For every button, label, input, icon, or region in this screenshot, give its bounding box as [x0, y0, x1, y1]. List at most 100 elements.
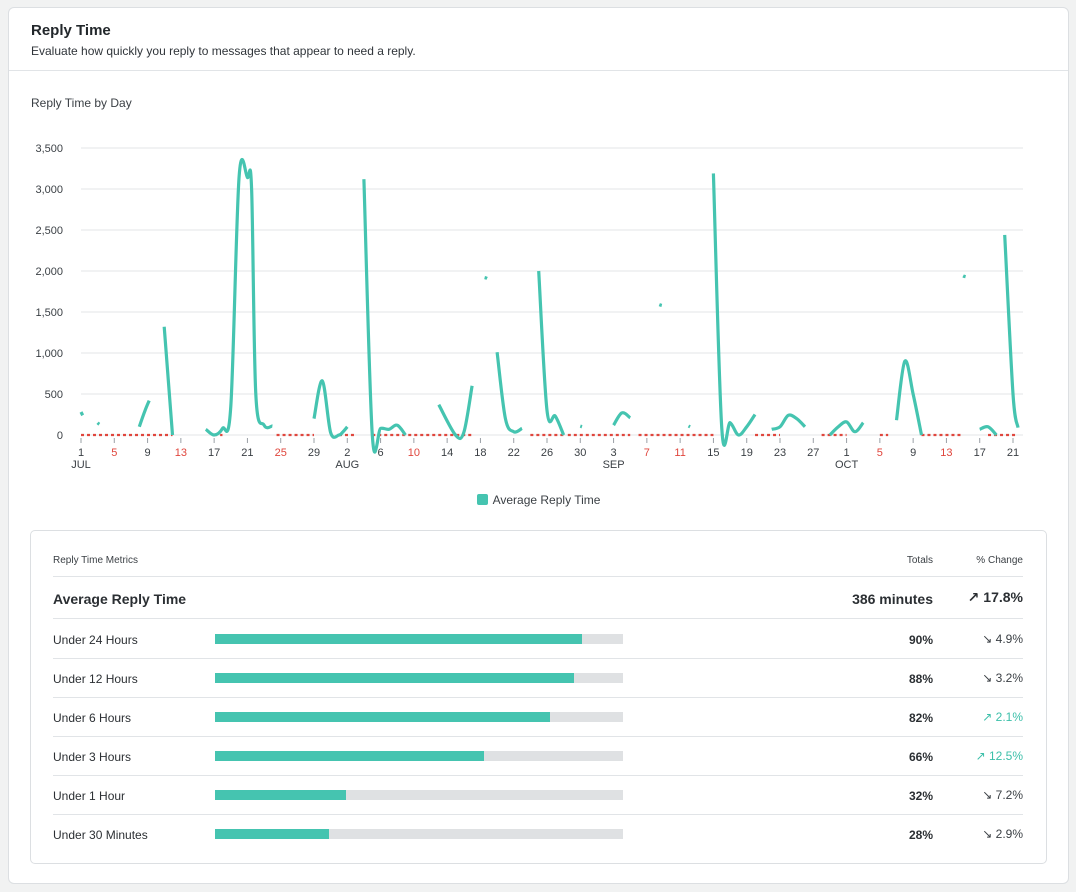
series-line-segment	[537, 270, 566, 436]
series-line-segment	[79, 411, 85, 417]
metric-total: 82%	[908, 711, 933, 725]
metric-total: 90%	[908, 633, 933, 647]
x-tick-label: 7	[644, 447, 650, 459]
x-tick-label: 10	[408, 447, 420, 459]
trend-down-icon: ↘	[982, 632, 993, 646]
x-tick-label: 5	[877, 447, 883, 459]
x-tick-label: 27	[807, 447, 819, 459]
x-tick-label: 26	[541, 447, 553, 459]
y-tick-label: 1,500	[35, 307, 63, 319]
metric-change-value: 17.8%	[983, 589, 1023, 605]
x-tick-label: 13	[175, 447, 187, 459]
metric-progress-bar	[215, 712, 623, 722]
metric-progress-bar	[215, 751, 623, 761]
metric-change: ↗ 17.8%	[968, 589, 1023, 606]
y-tick-label: 500	[45, 389, 63, 401]
metric-change-value: 3.2%	[992, 671, 1023, 685]
x-month-label: AUG	[335, 459, 359, 471]
series-line-segment	[687, 424, 691, 429]
metric-progress-bar	[215, 790, 623, 800]
metric-change: ↘ 2.9%	[982, 827, 1023, 841]
series-line-segment	[96, 421, 101, 426]
series-line-segment	[828, 420, 865, 437]
x-month-label: JUL	[71, 459, 91, 471]
metrics-header: Reply Time Metrics Totals % Change	[53, 531, 1023, 577]
x-tick-label: 22	[508, 447, 520, 459]
reply-time-card: Reply Time Evaluate how quickly you repl…	[8, 7, 1069, 884]
metrics-header-change: % Change	[976, 555, 1023, 566]
series-line-segment	[711, 173, 757, 447]
x-month-label: SEP	[603, 459, 625, 471]
metric-label: Under 1 Hour	[53, 789, 126, 803]
x-tick-label: 17	[974, 447, 986, 459]
metrics-row: Under 24 Hours 90% ↘ 4.9%	[53, 620, 1023, 659]
metric-change-value: 12.5%	[985, 749, 1023, 763]
x-tick-label: 25	[275, 447, 287, 459]
trend-down-icon: ↘	[982, 671, 993, 685]
x-tick-label: 21	[1007, 447, 1019, 459]
metric-total: 386 minutes	[852, 591, 933, 607]
legend-swatch-icon	[476, 494, 488, 505]
series-line-segment	[894, 359, 924, 436]
metric-change: ↘ 3.2%	[982, 671, 1023, 685]
x-tick-label: 11	[674, 447, 685, 459]
metric-change: ↘ 7.2%	[982, 788, 1023, 802]
metrics-row: Under 1 Hour 32% ↘ 7.2%	[53, 776, 1023, 815]
x-tick-label: 1	[78, 447, 84, 459]
metric-change-value: 7.2%	[992, 788, 1023, 802]
series-line-segment	[137, 399, 151, 428]
x-tick-label: 30	[574, 447, 586, 459]
legend-label: Average Reply Time	[492, 493, 601, 507]
series-line-segment	[162, 326, 175, 436]
x-tick-label: 21	[241, 447, 253, 459]
x-tick-label: 14	[441, 447, 453, 459]
metric-label: Average Reply Time	[53, 591, 187, 607]
chart-legend[interactable]: Average Reply Time	[9, 493, 1068, 507]
y-tick-label: 0	[57, 430, 63, 442]
metrics-row-average: Average Reply Time 386 minutes ↗ 17.8%	[53, 577, 1023, 619]
x-tick-label: 6	[378, 447, 384, 459]
x-tick-label: 19	[741, 447, 753, 459]
x-tick-label: 5	[111, 447, 117, 459]
metric-progress-bar	[215, 829, 623, 839]
series-line-segment	[362, 179, 407, 454]
x-tick-label: 2	[344, 447, 350, 459]
metric-label: Under 6 Hours	[53, 711, 132, 725]
x-tick-label: 17	[208, 447, 220, 459]
x-tick-label: 9	[910, 447, 916, 459]
trend-down-icon: ↘	[982, 788, 993, 802]
series-line-segment	[962, 274, 967, 279]
metric-total: 88%	[908, 672, 933, 686]
metrics-row: Under 3 Hours 66% ↗ 12.5%	[53, 737, 1023, 776]
series-line-segment	[495, 351, 523, 434]
x-tick-label: 18	[474, 447, 486, 459]
metric-change-value: 4.9%	[992, 632, 1023, 646]
metric-label: Under 3 Hours	[53, 750, 132, 764]
series-line-segment	[204, 157, 273, 437]
series-line-segment	[437, 385, 474, 441]
trend-down-icon: ↘	[982, 827, 993, 841]
metric-progress-fill	[215, 790, 346, 800]
metric-change: ↘ 4.9%	[982, 632, 1023, 646]
metric-progress-bar	[215, 673, 623, 683]
x-tick-label: 1	[844, 447, 850, 459]
x-tick-label: 3	[611, 447, 617, 459]
card-subtitle: Evaluate how quickly you reply to messag…	[31, 44, 416, 58]
metric-total: 66%	[908, 750, 933, 764]
series-line-segment	[658, 303, 663, 307]
y-tick-label: 3,500	[35, 143, 63, 155]
metric-change: ↗ 12.5%	[976, 749, 1023, 763]
series-line-segment	[771, 413, 807, 431]
reply-time-metrics-table: Reply Time Metrics Totals % Change Avera…	[30, 530, 1047, 864]
series-line-segment	[1003, 234, 1020, 428]
y-tick-label: 3,000	[35, 184, 63, 196]
trend-up-icon: ↗	[982, 710, 993, 724]
x-tick-label: 23	[774, 447, 786, 459]
metric-progress-fill	[215, 751, 485, 761]
chart-title: Reply Time by Day	[31, 96, 132, 110]
series-line-segment	[979, 425, 998, 437]
trend-up-icon: ↗	[975, 749, 986, 763]
metric-change: ↗ 2.1%	[982, 710, 1023, 724]
y-tick-label: 2,500	[35, 225, 63, 237]
